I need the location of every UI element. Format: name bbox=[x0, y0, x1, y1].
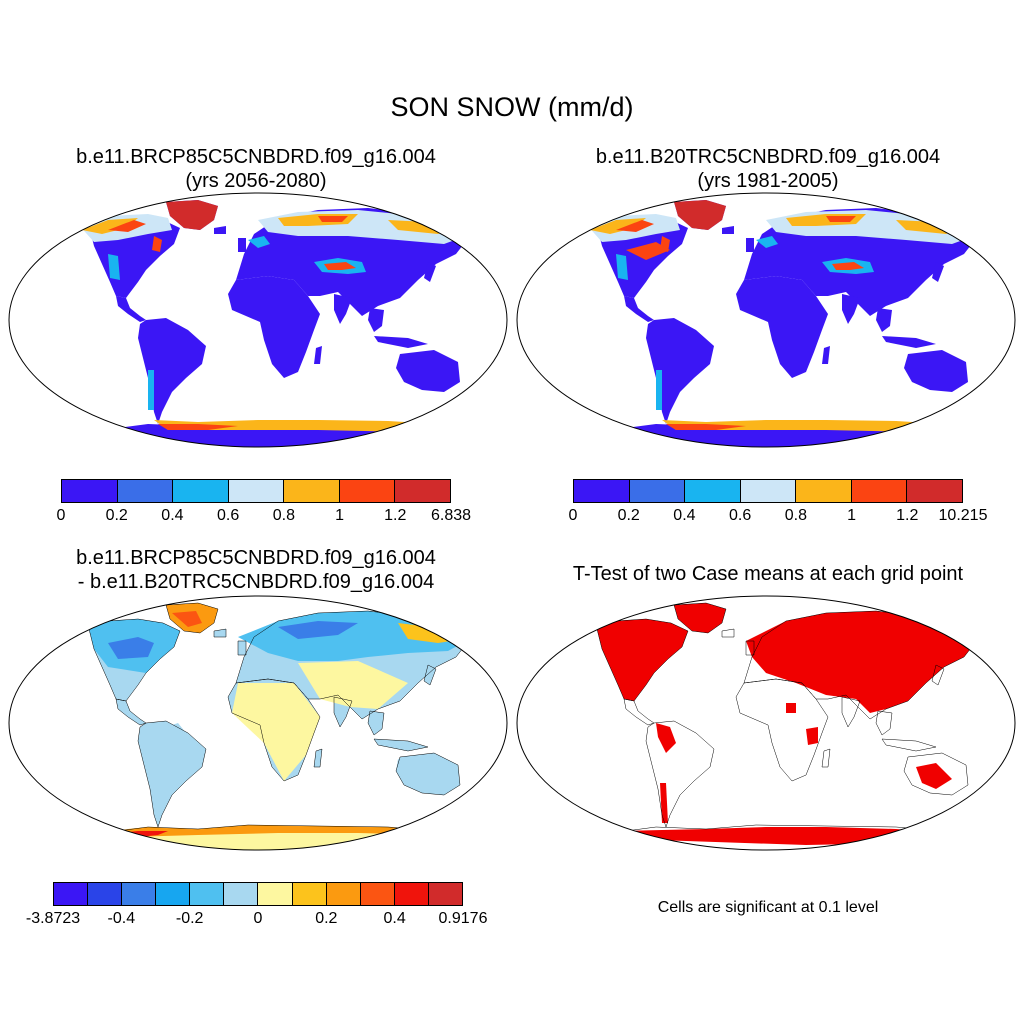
colorbar-swatch bbox=[740, 480, 797, 502]
colorbar-label: 1.2 bbox=[896, 507, 919, 524]
panel3-title-line1: b.e11.BRCP85C5CNBDRD.f09_g16.004 bbox=[76, 547, 436, 569]
colorbar-label: 0 bbox=[56, 507, 66, 524]
colorbar-swatch bbox=[258, 883, 293, 905]
colorbar-label: 0.9176 bbox=[438, 910, 488, 927]
colorbar-swatch bbox=[851, 480, 908, 502]
colorbar-swatch bbox=[173, 480, 229, 502]
colorbar-swatch bbox=[62, 480, 118, 502]
colorbar-label: 6.838 bbox=[430, 507, 472, 524]
colorbar-label: 0.6 bbox=[729, 507, 752, 524]
map-panel-3 bbox=[8, 595, 508, 851]
colorbar-label: 10.215 bbox=[938, 507, 988, 524]
panel2-title-line2: (yrs 1981-2005) bbox=[697, 170, 839, 192]
colorbar-swatch bbox=[117, 480, 174, 502]
colorbar-label: 0.6 bbox=[217, 507, 240, 524]
panel4-title: T-Test of two Case means at each grid po… bbox=[572, 563, 964, 585]
significance-note: Cells are significant at 0.1 level bbox=[657, 899, 879, 916]
colorbar-label: -3.8723 bbox=[25, 910, 81, 927]
panel2-title-line1: b.e11.B20TRC5CNBDRD.f09_g16.004 bbox=[595, 146, 941, 168]
colorbar-label: 0.2 bbox=[105, 507, 128, 524]
colorbar-swatch bbox=[224, 883, 259, 905]
colorbar-swatch bbox=[284, 480, 340, 502]
colorbar-label: -0.4 bbox=[107, 910, 136, 927]
colorbar-swatch bbox=[395, 480, 451, 502]
colorbar-label: 0.8 bbox=[272, 507, 295, 524]
colorbar-swatch bbox=[685, 480, 741, 502]
colorbar-label: 0.2 bbox=[315, 910, 338, 927]
colorbar-label: 0 bbox=[253, 910, 263, 927]
colorbar-label: 0 bbox=[568, 507, 578, 524]
colorbar-swatch bbox=[326, 883, 361, 905]
colorbar-swatch bbox=[796, 480, 852, 502]
map-panel-4 bbox=[516, 595, 1016, 851]
colorbar-swatch bbox=[156, 883, 191, 905]
colorbar-swatch bbox=[122, 883, 157, 905]
panel1-title-line2: (yrs 2056-2080) bbox=[185, 170, 327, 192]
panel1-title-line1: b.e11.BRCP85C5CNBDRD.f09_g16.004 bbox=[76, 146, 436, 168]
colorbar-swatch bbox=[360, 883, 395, 905]
colorbar-label: 0.4 bbox=[673, 507, 696, 524]
colorbar-swatch bbox=[292, 883, 327, 905]
colorbar-label: 1 bbox=[335, 507, 345, 524]
panel3-title-line2: - b.e11.B20TRC5CNBDRD.f09_g16.004 bbox=[77, 571, 435, 593]
colorbar-panel-3 bbox=[53, 882, 463, 906]
colorbar-swatch bbox=[228, 480, 285, 502]
colorbar-label: 0.4 bbox=[161, 507, 184, 524]
colorbar-swatch bbox=[394, 883, 429, 905]
colorbar-label: -0.2 bbox=[175, 910, 204, 927]
colorbar-label: 1 bbox=[847, 507, 857, 524]
map-panel-1 bbox=[8, 192, 508, 448]
colorbar-swatch bbox=[629, 480, 686, 502]
colorbar-swatch bbox=[190, 883, 225, 905]
colorbar-label: 1.2 bbox=[384, 507, 407, 524]
colorbar-panel-2 bbox=[573, 479, 963, 503]
colorbar-swatch bbox=[574, 480, 630, 502]
colorbar-swatch bbox=[428, 883, 462, 905]
colorbar-swatch bbox=[54, 883, 89, 905]
map-panel-2 bbox=[516, 192, 1016, 448]
colorbar-panel-1 bbox=[61, 479, 451, 503]
colorbar-swatch bbox=[907, 480, 963, 502]
colorbar-swatch bbox=[88, 883, 123, 905]
colorbar-label: 0.4 bbox=[383, 910, 406, 927]
colorbar-label: 0.8 bbox=[784, 507, 807, 524]
colorbar-swatch bbox=[339, 480, 396, 502]
main-title: SON SNOW (mm/d) bbox=[390, 92, 634, 122]
colorbar-label: 0.2 bbox=[617, 507, 640, 524]
